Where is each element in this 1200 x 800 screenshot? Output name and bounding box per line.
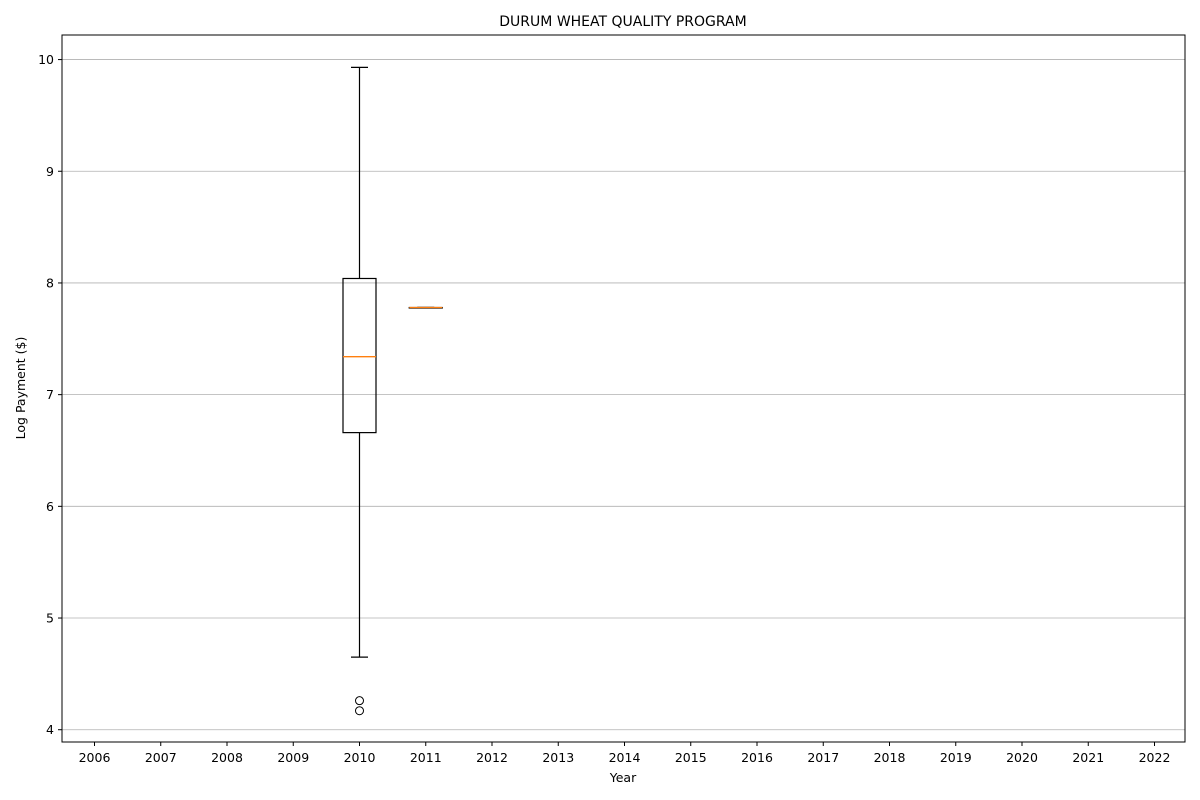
x-tick-label: 2013 [542, 750, 574, 765]
y-axis: 4 5 6 7 8 9 10 [38, 52, 62, 737]
y-tick-label: 10 [38, 52, 54, 67]
x-tick-label: 2006 [79, 750, 111, 765]
x-tick-label: 2009 [277, 750, 309, 765]
x-tick-label: 2017 [807, 750, 839, 765]
y-tick-label: 8 [46, 275, 54, 290]
x-axis-label: Year [609, 770, 637, 785]
grid [62, 59, 1185, 731]
chart-title: DURUM WHEAT QUALITY PROGRAM [499, 14, 746, 30]
x-tick-label: 2022 [1139, 750, 1171, 765]
y-axis-label: Log Payment ($) [13, 337, 28, 440]
box-plot-2010 [342, 66, 377, 716]
x-tick-label: 2015 [675, 750, 707, 765]
x-tick-label: 2008 [211, 750, 243, 765]
y-tick-label: 9 [46, 164, 54, 179]
outlier-point [355, 696, 364, 706]
x-tick-label: 2007 [145, 750, 177, 765]
x-tick-label: 2021 [1072, 750, 1104, 765]
x-tick-label: 2019 [940, 750, 972, 765]
box-plots [342, 66, 443, 716]
x-tick-label: 2010 [344, 750, 376, 765]
box [342, 277, 377, 434]
x-tick-label: 2011 [410, 750, 442, 765]
x-tick-label: 2014 [609, 750, 641, 765]
y-tick-label: 7 [46, 387, 54, 402]
y-tick-label: 5 [46, 611, 54, 626]
outlier-point [355, 706, 364, 716]
box-plot-2011 [408, 306, 443, 309]
plot-frame [61, 34, 1186, 743]
x-tick-label: 2018 [874, 750, 906, 765]
y-tick-label: 4 [46, 722, 54, 737]
x-tick-label: 2016 [741, 750, 773, 765]
x-axis: 2006 2007 2008 2009 2010 2011 2012 2013 2014 2015… [79, 742, 1171, 765]
x-tick-label: 2020 [1006, 750, 1038, 765]
y-tick-label: 6 [46, 499, 54, 514]
x-tick-label: 2012 [476, 750, 508, 765]
